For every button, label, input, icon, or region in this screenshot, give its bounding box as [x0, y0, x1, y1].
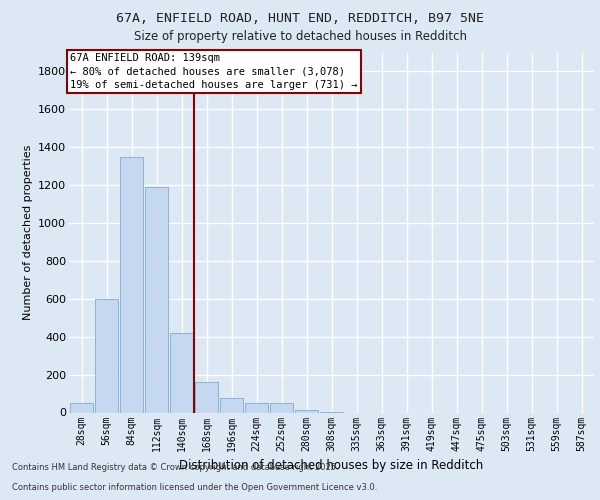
Text: Contains public sector information licensed under the Open Government Licence v3: Contains public sector information licen…: [12, 484, 377, 492]
Bar: [119, 156, 143, 412]
Text: Contains HM Land Registry data © Crown copyright and database right 2025.: Contains HM Land Registry data © Crown c…: [12, 464, 338, 472]
Bar: [194, 382, 218, 412]
X-axis label: Distribution of detached houses by size in Redditch: Distribution of detached houses by size …: [179, 459, 484, 472]
Y-axis label: Number of detached properties: Number of detached properties: [23, 145, 32, 320]
Bar: [95, 299, 118, 412]
Bar: [70, 403, 94, 412]
Bar: [145, 187, 169, 412]
Bar: [170, 333, 193, 412]
Bar: [245, 403, 268, 412]
Text: 67A, ENFIELD ROAD, HUNT END, REDDITCH, B97 5NE: 67A, ENFIELD ROAD, HUNT END, REDDITCH, B…: [116, 12, 484, 26]
Bar: [220, 398, 244, 412]
Bar: [295, 410, 319, 412]
Text: 67A ENFIELD ROAD: 139sqm
← 80% of detached houses are smaller (3,078)
19% of sem: 67A ENFIELD ROAD: 139sqm ← 80% of detach…: [70, 54, 358, 90]
Bar: [269, 403, 293, 412]
Text: Size of property relative to detached houses in Redditch: Size of property relative to detached ho…: [133, 30, 467, 43]
